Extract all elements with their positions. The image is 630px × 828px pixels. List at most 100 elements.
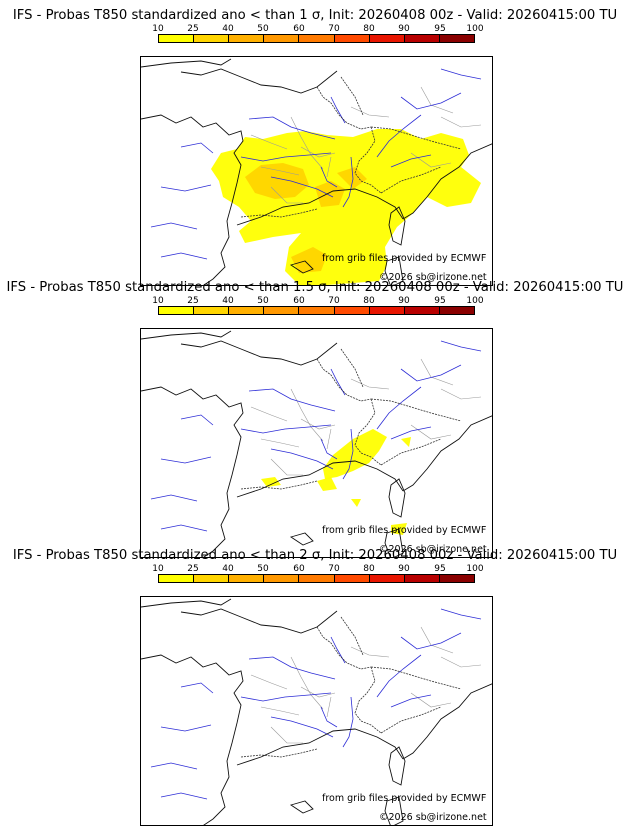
region-border <box>270 726 303 744</box>
river <box>248 116 336 140</box>
river <box>400 632 462 650</box>
scale-tick-label: 10 <box>152 296 164 306</box>
scale-tick-label: 90 <box>398 296 410 306</box>
coastline <box>402 143 492 220</box>
map-area: from grib files provided by ECMWF ©2026 … <box>140 328 493 558</box>
scale-tick-label: 95 <box>434 296 446 306</box>
scale-swatch <box>404 35 440 42</box>
scale-tick-label: 40 <box>222 296 234 306</box>
country-border <box>354 666 382 734</box>
scale-swatch <box>439 35 474 42</box>
island-outline <box>388 478 406 518</box>
region-border <box>300 418 336 430</box>
region-border <box>250 674 288 690</box>
scale-tick-label: 80 <box>363 564 375 574</box>
scale-swatch <box>264 307 300 314</box>
scale-tick-label: 10 <box>152 24 164 34</box>
coastline <box>236 460 404 498</box>
island-outline <box>388 746 406 786</box>
river <box>248 388 336 412</box>
scale-swatch <box>404 307 440 314</box>
river <box>390 694 432 708</box>
scale-tick-label: 50 <box>257 24 269 34</box>
credit-site: ©2026 sb@irizone.net <box>379 544 487 555</box>
scale-swatch <box>299 307 335 314</box>
color-scale <box>158 34 475 43</box>
scale-tick-label: 60 <box>293 24 305 34</box>
country-border <box>354 126 382 194</box>
coastline <box>180 340 338 366</box>
country-border <box>370 666 462 690</box>
map-area: from grib files provided by ECMWF ©2026 … <box>140 596 493 826</box>
region-border <box>350 646 390 658</box>
scale-tick-label: 100 <box>466 24 484 34</box>
probability-area <box>315 181 345 207</box>
scale-tick-label: 80 <box>363 296 375 306</box>
region-border <box>300 686 336 698</box>
scale-swatch <box>369 575 405 582</box>
island-outline <box>289 260 314 274</box>
scale-ticks: 10 25 40 50 60 70 80 90 95 100 <box>152 24 483 34</box>
river <box>160 252 208 260</box>
coastline <box>180 608 338 634</box>
scale-tick-label: 40 <box>222 564 234 574</box>
region-border <box>250 406 288 422</box>
scale-swatch <box>194 575 230 582</box>
credit-source: from grib files provided by ECMWF <box>322 793 487 804</box>
scale-swatch <box>299 35 335 42</box>
river <box>342 428 354 480</box>
scale-swatch <box>229 35 265 42</box>
region-border <box>250 134 288 150</box>
scale-tick-label: 70 <box>328 564 340 574</box>
country-border <box>370 398 462 422</box>
island-outline <box>388 206 406 246</box>
region-border <box>290 116 324 170</box>
country-border <box>316 626 372 670</box>
scale-tick-label: 100 <box>466 564 484 574</box>
coastline <box>141 114 244 285</box>
river <box>270 448 334 470</box>
region-border <box>326 156 332 178</box>
river <box>180 142 214 154</box>
island-outline <box>384 256 404 285</box>
probability-panel: IFS - Probas T850 standardized ano < tha… <box>0 8 630 286</box>
region-border <box>326 428 332 450</box>
scale-swatch <box>369 35 405 42</box>
scale-swatch <box>439 307 474 314</box>
scale-swatch <box>404 575 440 582</box>
country-border <box>380 166 442 194</box>
map-area: from grib files provided by ECMWF ©2026 … <box>140 56 493 286</box>
credit-source: from grib files provided by ECMWF <box>322 525 487 536</box>
scale-swatch <box>334 35 370 42</box>
region-border <box>260 438 300 448</box>
scale-tick-label: 90 <box>398 24 410 34</box>
scale-tick-label: 80 <box>363 24 375 34</box>
island-outline <box>289 532 314 546</box>
river <box>376 386 422 430</box>
river <box>440 608 482 620</box>
probability-area <box>291 247 327 273</box>
river <box>376 654 422 698</box>
river <box>240 152 332 162</box>
river <box>330 636 346 664</box>
country-border <box>316 358 372 402</box>
probability-area <box>401 437 411 447</box>
coastline <box>141 598 232 608</box>
country-border <box>340 348 364 388</box>
color-scale <box>158 306 475 315</box>
scale-swatch <box>334 307 370 314</box>
scale-swatch <box>299 575 335 582</box>
probability-area <box>351 499 361 507</box>
scale-tick-label: 60 <box>293 296 305 306</box>
scale-ticks: 10 25 40 50 60 70 80 90 95 100 <box>152 296 483 306</box>
region-border <box>420 626 454 654</box>
river <box>240 692 332 702</box>
river <box>320 166 338 188</box>
river <box>320 706 338 728</box>
region-border <box>300 146 336 158</box>
river <box>160 724 212 732</box>
region-border <box>270 186 303 204</box>
france-map <box>141 58 492 285</box>
river <box>160 184 212 192</box>
credit-source: from grib files provided by ECMWF <box>322 253 487 264</box>
